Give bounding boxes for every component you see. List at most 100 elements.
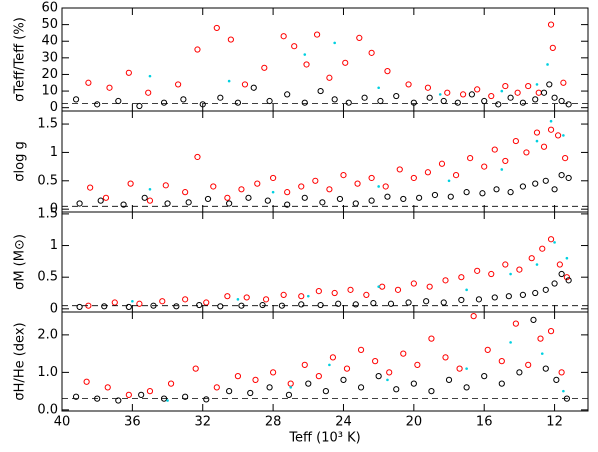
point	[500, 168, 504, 171]
point	[386, 369, 393, 376]
x-tick-label: 12	[546, 415, 563, 430]
point	[377, 97, 384, 105]
point	[562, 134, 565, 137]
y-axis-label: σH/He (dex)	[13, 322, 28, 400]
point	[539, 245, 546, 252]
point	[224, 293, 231, 300]
y-tick-label: 0.5	[37, 270, 58, 285]
point	[516, 369, 523, 376]
point	[424, 84, 432, 91]
point	[481, 373, 488, 380]
point	[167, 380, 175, 387]
point	[532, 180, 539, 187]
point	[138, 391, 145, 398]
point	[565, 174, 572, 182]
point	[384, 193, 391, 200]
point	[266, 384, 273, 391]
point	[370, 300, 377, 307]
point	[180, 96, 187, 103]
point	[319, 199, 326, 206]
point	[428, 335, 435, 342]
point	[213, 384, 220, 391]
point	[104, 384, 111, 391]
point	[442, 277, 449, 284]
point	[393, 92, 400, 100]
point	[444, 89, 451, 96]
point	[352, 301, 359, 308]
point	[438, 160, 446, 167]
point	[331, 96, 338, 103]
point	[535, 83, 539, 86]
point	[146, 197, 154, 204]
point	[196, 301, 203, 309]
point	[558, 270, 565, 278]
x-tick-label: 24	[335, 415, 352, 430]
point	[270, 369, 277, 376]
point	[298, 183, 305, 190]
point	[507, 189, 514, 196]
point	[85, 79, 92, 86]
point	[535, 263, 539, 266]
point	[203, 396, 210, 403]
x-tick-label: 40	[54, 415, 71, 430]
point	[414, 361, 421, 368]
y-tick-label: 1	[50, 238, 58, 253]
point	[463, 189, 470, 196]
point	[247, 389, 254, 397]
point	[194, 46, 201, 53]
point	[456, 365, 463, 372]
point	[234, 373, 242, 380]
point	[259, 301, 266, 309]
point	[280, 33, 287, 40]
point	[335, 300, 342, 307]
point	[125, 391, 132, 398]
point	[394, 286, 402, 293]
point	[160, 99, 168, 106]
point	[262, 296, 270, 303]
point	[447, 193, 454, 200]
point	[470, 313, 477, 320]
point	[342, 59, 349, 66]
point	[313, 31, 321, 38]
point	[203, 299, 210, 306]
y-tick-label: 60	[41, 1, 58, 16]
point	[182, 189, 189, 196]
point	[368, 174, 375, 182]
point	[194, 153, 201, 161]
point	[217, 94, 224, 101]
point	[141, 194, 148, 201]
point	[530, 316, 537, 323]
x-tick-label: 28	[265, 415, 282, 430]
point	[238, 186, 245, 193]
point	[357, 346, 365, 353]
point	[145, 89, 152, 96]
point	[479, 190, 486, 197]
point	[111, 299, 118, 306]
point	[514, 89, 521, 96]
point	[558, 172, 565, 179]
point	[491, 146, 498, 153]
point	[166, 399, 169, 402]
point	[551, 280, 558, 287]
x-tick-label: 16	[476, 415, 493, 430]
point	[396, 166, 403, 173]
point	[317, 87, 324, 95]
point	[507, 94, 514, 101]
point	[148, 74, 152, 78]
point	[540, 352, 544, 355]
point	[553, 376, 560, 383]
point	[284, 201, 291, 208]
point	[345, 99, 352, 106]
x-tick-label: 20	[406, 415, 423, 430]
point	[562, 154, 569, 162]
point	[377, 285, 380, 288]
point	[493, 186, 500, 193]
panel-frame	[61, 311, 589, 412]
point	[375, 373, 382, 380]
point	[546, 81, 553, 88]
point	[213, 24, 220, 32]
y-tick-label: 0.0	[37, 402, 58, 417]
point	[533, 129, 541, 136]
y-tick-label: 0	[50, 100, 58, 115]
